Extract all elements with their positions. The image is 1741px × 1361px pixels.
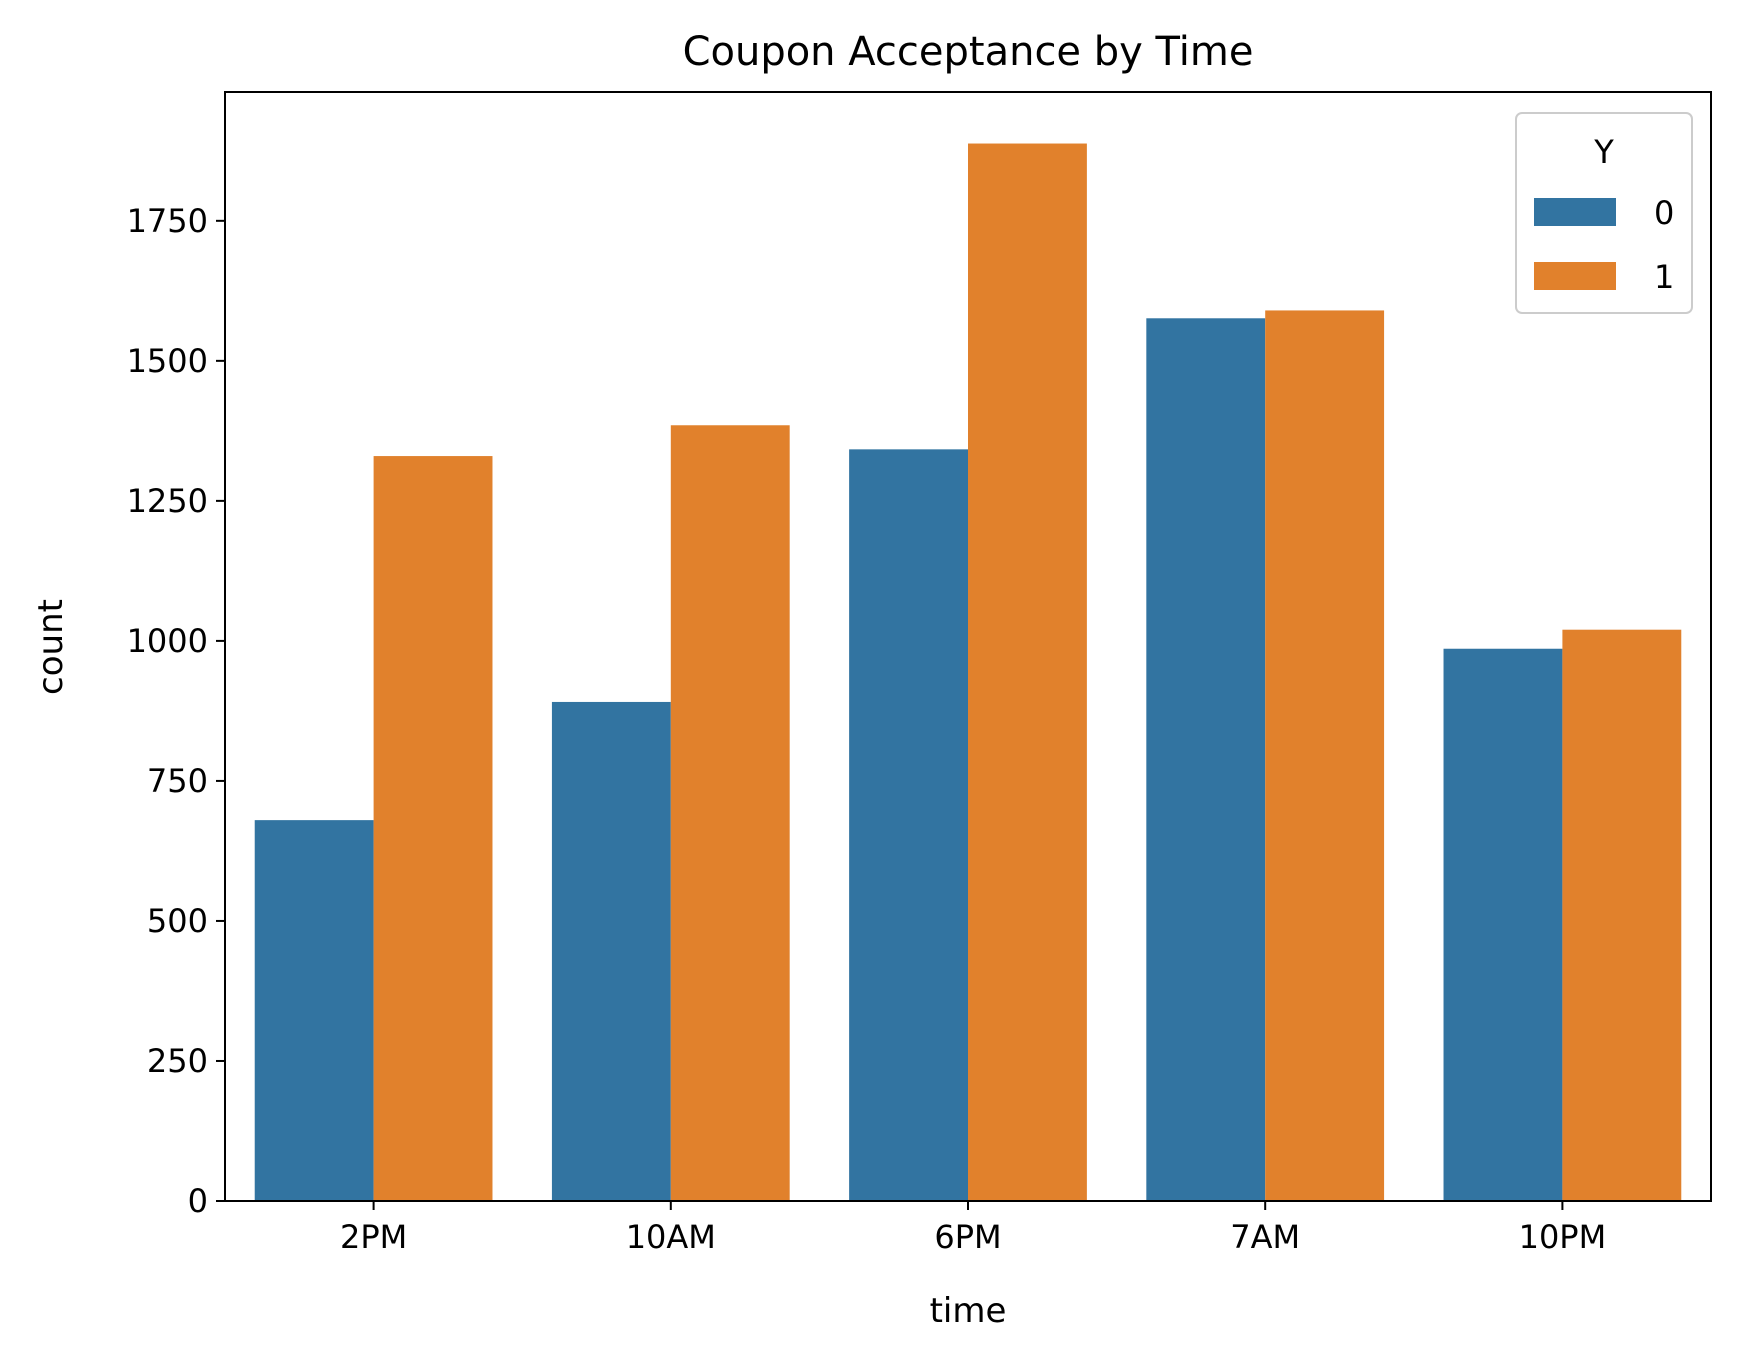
- y-tick-label: 500: [147, 902, 208, 940]
- y-tick-label: 250: [147, 1042, 208, 1080]
- x-tick-label: 6PM: [934, 1218, 1001, 1256]
- legend-label-0: 0: [1654, 194, 1674, 232]
- y-tick-label: 0: [188, 1182, 208, 1220]
- legend-label-1: 1: [1654, 258, 1674, 296]
- x-tick-label: 10PM: [1519, 1218, 1607, 1256]
- bar-6PM-y0: [849, 449, 968, 1201]
- bar-2PM-y0: [254, 820, 374, 1201]
- y-tick-label: 1750: [127, 202, 208, 240]
- x-axis-label: time: [930, 1291, 1007, 1331]
- bar-10PM-y1: [1562, 629, 1682, 1201]
- chart-title: Coupon Acceptance by Time: [683, 29, 1254, 75]
- bar-7AM-y0: [1146, 318, 1266, 1201]
- bar-6PM-y1: [968, 143, 1087, 1201]
- bar-2PM-y1: [373, 456, 493, 1201]
- y-tick-label: 1500: [127, 342, 208, 380]
- y-axis-label: count: [31, 599, 71, 695]
- x-tick-label: 2PM: [340, 1218, 407, 1256]
- y-tick-label: 750: [147, 762, 208, 800]
- x-tick-label: 10AM: [626, 1218, 716, 1256]
- legend: Y 0 1: [1515, 112, 1693, 314]
- y-axis-ticks: 0 250 500 750 1000 1250 1500 1750: [127, 202, 225, 1220]
- legend-swatch-0: [1534, 198, 1616, 226]
- x-tick-label: 7AM: [1230, 1218, 1300, 1256]
- bar-10AM-y1: [670, 425, 790, 1201]
- x-axis-ticks: 2PM 10AM 6PM 7AM 10PM: [340, 1201, 1606, 1256]
- y-tick-label: 1000: [127, 622, 208, 660]
- bar-7AM-y1: [1265, 310, 1385, 1201]
- bar-10AM-y0: [551, 701, 671, 1201]
- legend-swatch-1: [1534, 262, 1616, 290]
- legend-title: Y: [1593, 133, 1614, 171]
- bars: [254, 143, 1682, 1201]
- plot-frame: [224, 91, 1712, 1202]
- y-tick-label: 1250: [127, 482, 208, 520]
- bar-10PM-y0: [1443, 648, 1563, 1201]
